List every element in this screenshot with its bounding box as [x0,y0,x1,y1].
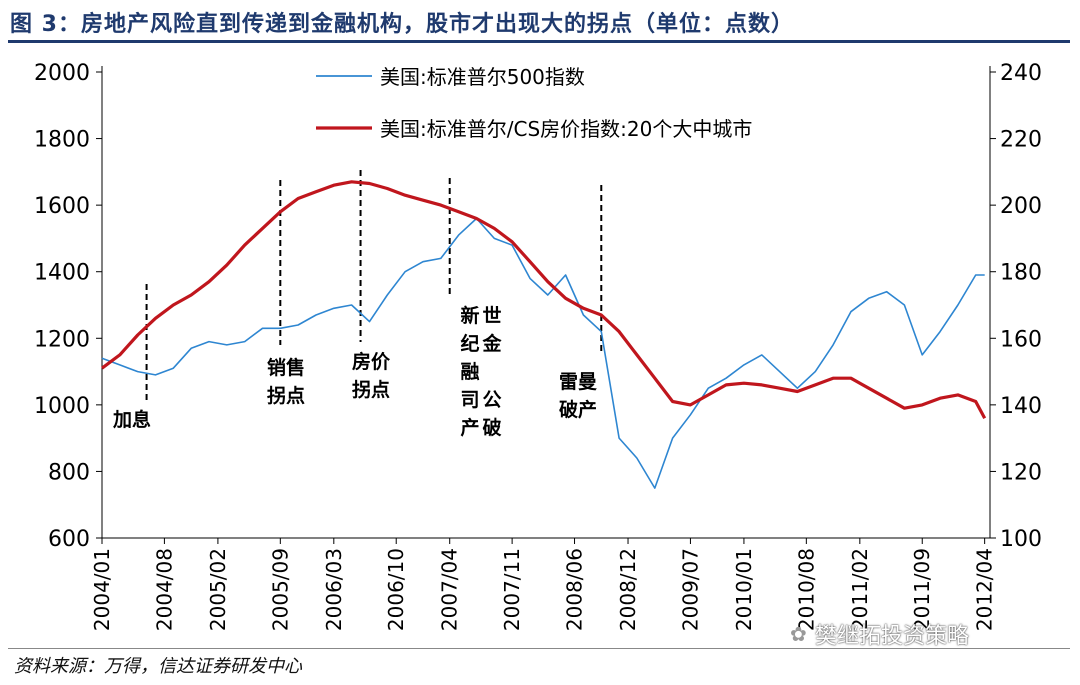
x-tick-label: 2007/04 [438,548,462,631]
annotation-char: 世 [482,305,501,327]
annotation-char: 破 [482,417,501,439]
source-note: 资料来源：万得，信达证券研发中心 [14,656,302,677]
y-tick-label: 1200 [34,327,90,352]
y-tick-label: 1600 [34,194,90,219]
y-tick-label: 2000 [34,61,90,86]
annotation-text: 拐点 [267,384,305,407]
figure-title: 图 3：房地产风险直到传递到金融机构，股市才出现大的拐点（单位：点数） [10,12,794,37]
annotation-text: 加息 [112,408,151,431]
chart: 600 800 1000 1200 1400 1600 1800 2000 100 120 140 1… [34,61,1042,631]
annotation-char: 融 [460,361,479,383]
x-tick-label: 2011/02 [848,548,872,631]
y-tick-label: 600 [48,527,90,552]
annotation-text: 破产 [559,398,597,421]
annotation-char: 公 [482,389,501,411]
source-rule [8,648,1070,649]
chart-ticks: 600 800 1000 1200 1400 1600 1800 2000 100 120 140 1… [34,61,1042,631]
annotation-text: 雷曼 [559,371,597,393]
x-tick-label: 2011/09 [910,548,934,631]
annotation-char: 新 [460,304,479,327]
x-tick-label: 2005/09 [268,548,292,631]
y-tick-label: 1800 [34,128,90,153]
annotation-label: 加息 [112,408,151,431]
legend-label: 美国:标准普尔/CS房价指数:20个大中城市 [380,117,752,141]
chart-series [101,180,987,489]
y2-tick-label: 100 [1000,527,1042,552]
x-tick-label: 2004/08 [152,548,176,631]
x-tick-label: 2009/07 [678,548,702,631]
chart-axes [101,66,991,539]
annotation-char: 产 [460,416,479,439]
annotation-char: 金 [481,332,502,355]
x-tick-label: 2010/01 [732,548,756,631]
x-tick-label: 2008/06 [563,548,587,631]
y2-tick-label: 200 [1000,194,1042,219]
watermark: 樊继拓投资策略 [815,624,970,649]
x-tick-label: 2007/11 [500,548,524,631]
x-tick-label: 2004/01 [90,548,114,631]
annotation-char: 司 [460,389,479,411]
x-tick-label: 2006/03 [322,548,346,631]
y2-tick-label: 140 [1000,394,1042,419]
annotation-text: 销售 [267,356,305,379]
annotation-char: 纪 [460,332,479,355]
house-price-line [101,180,987,419]
y2-tick-label: 160 [1000,327,1042,352]
y2-tick-label: 220 [1000,128,1042,153]
y2-tick-label: 240 [1000,61,1042,86]
wechat-icon: ✿ [790,622,807,646]
y-tick-label: 1000 [34,394,90,419]
y2-tick-label: 180 [1000,261,1042,286]
annotation-text: 拐点 [352,378,390,401]
legend-label: 美国:标准普尔500指数 [380,65,585,89]
y-tick-label: 800 [48,460,90,485]
x-tick-label: 2005/02 [206,548,230,631]
y-tick-label: 1400 [34,261,90,286]
title-rule [8,40,1070,43]
x-tick-label: 2008/12 [616,548,640,631]
annotation-text: 房价 [352,350,391,373]
y2-tick-label: 120 [1000,460,1042,485]
x-tick-label: 2012/04 [973,548,997,631]
x-tick-label: 2010/08 [794,548,818,631]
x-tick-label: 2006/10 [384,548,408,631]
